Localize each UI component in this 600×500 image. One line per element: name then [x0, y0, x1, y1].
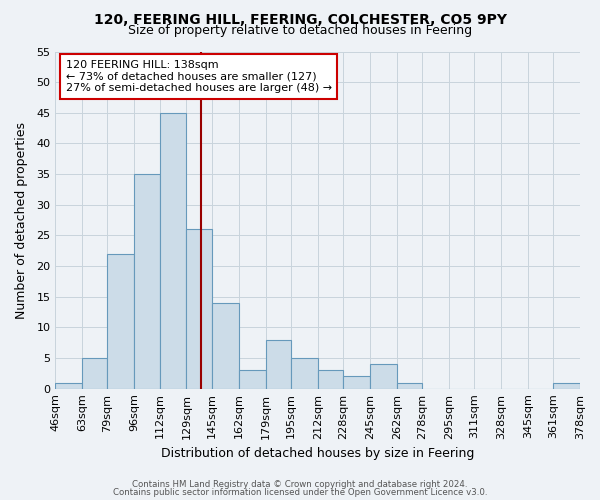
Bar	[134, 174, 160, 388]
Bar	[397, 382, 422, 388]
Bar	[55, 382, 82, 388]
Y-axis label: Number of detached properties: Number of detached properties	[15, 122, 28, 318]
Bar	[239, 370, 266, 388]
Bar	[187, 230, 212, 388]
Bar	[291, 358, 317, 388]
Bar	[266, 340, 291, 388]
Text: 120, FEERING HILL, FEERING, COLCHESTER, CO5 9PY: 120, FEERING HILL, FEERING, COLCHESTER, …	[94, 12, 506, 26]
Text: Contains public sector information licensed under the Open Government Licence v3: Contains public sector information licen…	[113, 488, 487, 497]
Bar	[553, 382, 580, 388]
Bar	[107, 254, 134, 388]
X-axis label: Distribution of detached houses by size in Feering: Distribution of detached houses by size …	[161, 447, 475, 460]
Bar	[343, 376, 370, 388]
Bar	[317, 370, 343, 388]
Bar	[212, 303, 239, 388]
Text: Size of property relative to detached houses in Feering: Size of property relative to detached ho…	[128, 24, 472, 37]
Bar	[82, 358, 107, 388]
Text: Contains HM Land Registry data © Crown copyright and database right 2024.: Contains HM Land Registry data © Crown c…	[132, 480, 468, 489]
Bar	[370, 364, 397, 388]
Text: 120 FEERING HILL: 138sqm
← 73% of detached houses are smaller (127)
27% of semi-: 120 FEERING HILL: 138sqm ← 73% of detach…	[66, 60, 332, 93]
Bar	[160, 113, 187, 388]
